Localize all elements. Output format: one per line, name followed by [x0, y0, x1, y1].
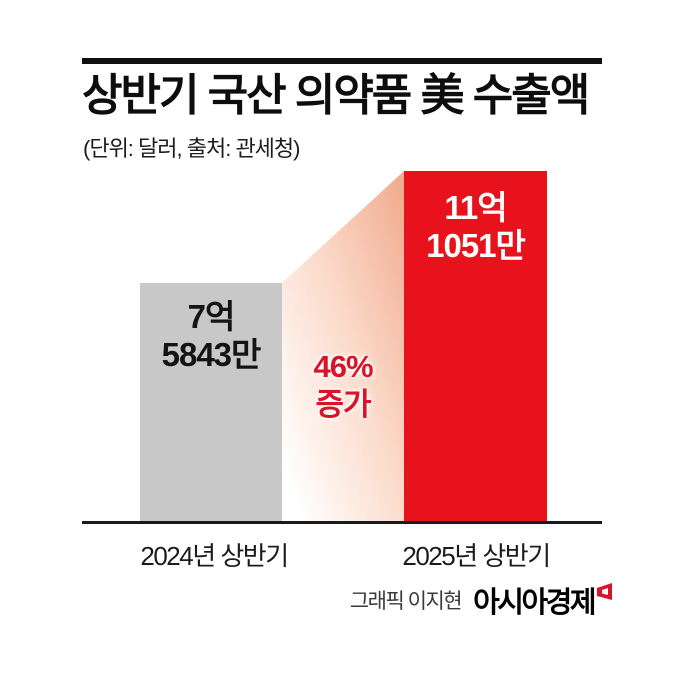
x-axis-label-2024: 2024년 상반기 — [140, 541, 289, 571]
bar-2025-value-line1: 11억 — [444, 189, 507, 226]
growth-annotation: 46% 증가 — [272, 348, 414, 424]
bar-2024: 7억 5843만 — [140, 283, 282, 522]
asiae-flag-icon — [597, 583, 612, 600]
chart-unit-source-note: (단위: 달러, 출처: 관세청) — [83, 136, 301, 161]
bar-2025-value-line2: 1051만 — [426, 227, 526, 264]
growth-annotation-percent: 46% — [313, 349, 373, 384]
graphic-credit: 그래픽 이지현 — [349, 590, 463, 613]
page-title: 상반기 국산 의약품 美 수출액 — [82, 71, 590, 120]
growth-gradient-wedge — [282, 171, 404, 522]
top-rule-divider — [82, 58, 602, 64]
x-axis-label-2025: 2025년 상반기 — [402, 541, 551, 571]
growth-annotation-word: 증가 — [315, 387, 371, 422]
x-axis-line — [82, 521, 602, 524]
bar-2024-value-line1: 7억 — [187, 298, 236, 335]
brand-logotype: 아시아경제 — [473, 587, 596, 619]
bar-2025: 11억 1051만 — [404, 171, 547, 522]
bar-2024-value-line2: 5843만 — [161, 336, 262, 373]
footer-credit-row: 그래픽 이지현 아시아경제 — [349, 583, 613, 619]
